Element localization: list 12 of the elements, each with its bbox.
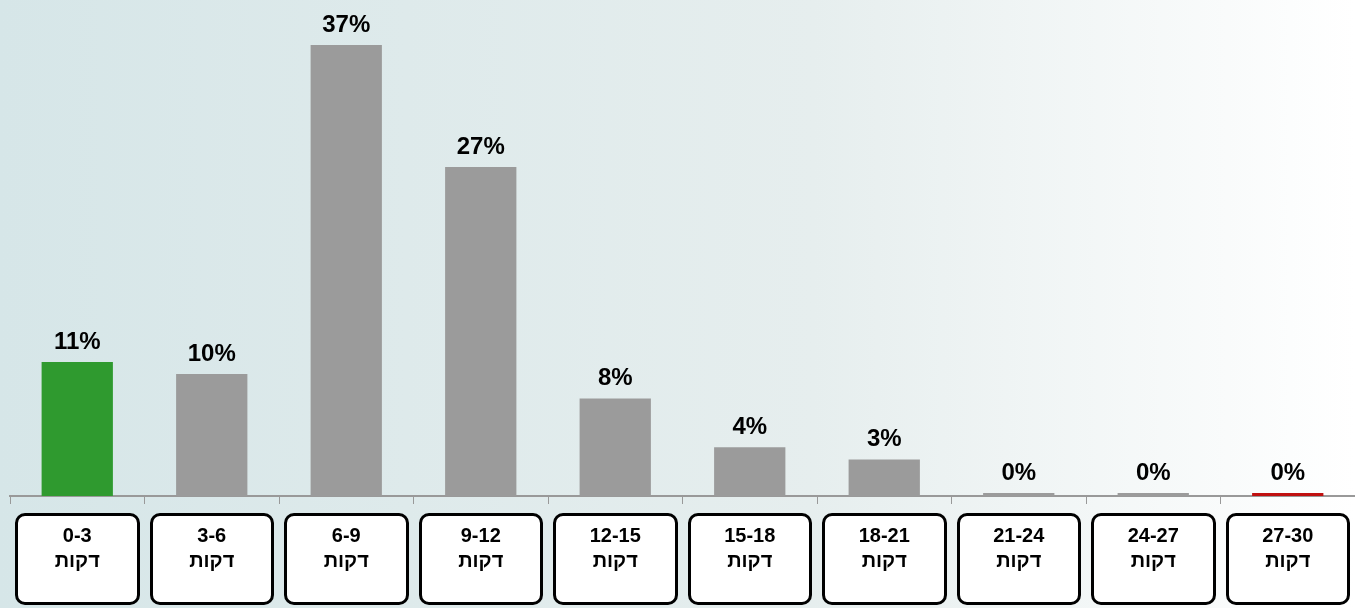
data-label: 0% bbox=[1001, 457, 1037, 485]
data-label: 3% bbox=[866, 424, 902, 452]
bar bbox=[41, 361, 113, 496]
data-label: 4% bbox=[732, 411, 768, 439]
data-label: 10% bbox=[187, 338, 236, 366]
data-label: 0% bbox=[1270, 457, 1306, 485]
bar bbox=[1252, 493, 1324, 496]
data-label: 27% bbox=[456, 131, 505, 159]
data-label: 37% bbox=[322, 9, 371, 37]
data-label: 0% bbox=[1135, 457, 1171, 485]
data-label: 8% bbox=[597, 363, 633, 391]
data-label: 11% bbox=[53, 326, 101, 354]
